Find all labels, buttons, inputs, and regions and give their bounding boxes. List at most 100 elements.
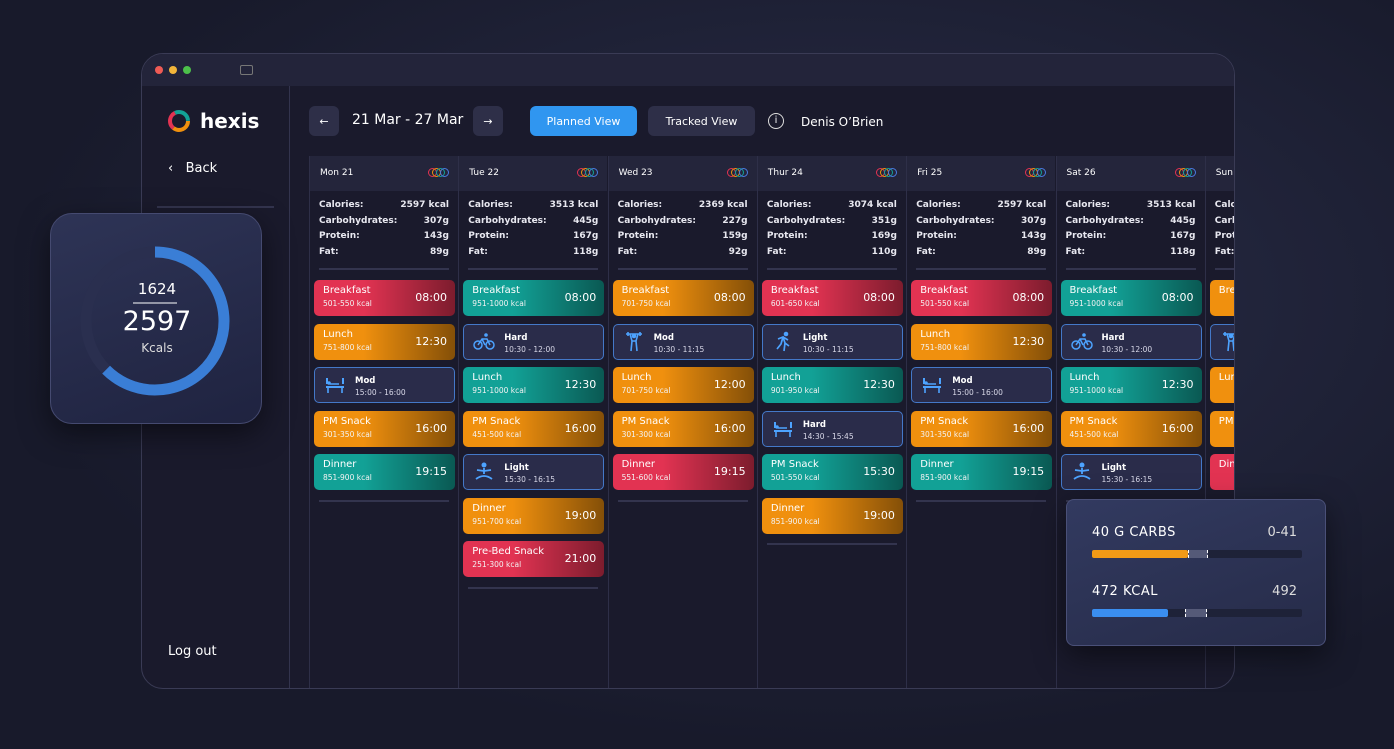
next-week[interactable]: → xyxy=(473,106,503,136)
meal-card[interactable]: PM Snack 501-550 kcal 15:30 xyxy=(761,454,903,490)
close-dot[interactable] xyxy=(155,66,163,74)
stat-row: Fat: 89g xyxy=(916,247,1046,261)
workout-intensity: Hard xyxy=(504,332,528,343)
meal-title: PM Snack xyxy=(1069,415,1118,427)
back-label[interactable]: Back xyxy=(185,161,218,176)
macro-rings xyxy=(577,168,599,178)
macro-rings xyxy=(1174,168,1196,178)
meal-card[interactable]: Dinner 951-700 kcal 19:00 xyxy=(463,497,605,534)
workout-card[interactable]: Hard 10:30 - 12:00 xyxy=(463,323,605,360)
meal-card[interactable]: Lunch xyxy=(1209,367,1234,403)
workout-icon xyxy=(776,331,790,351)
meal-card[interactable]: Lunch 951-1000 kcal 12:30 xyxy=(1060,367,1202,403)
meal-title: PM Snack xyxy=(770,459,819,470)
ring-dot xyxy=(440,168,449,177)
app-window: hexis ‹ Back Log out ← 21 Mar - 27 Mar →… xyxy=(141,53,1235,689)
meal-card[interactable]: Dinner 851-900 kcal 19:15 xyxy=(911,454,1053,490)
logout-button[interactable]: Log out xyxy=(168,644,217,659)
stat-value: 143g xyxy=(1020,231,1047,241)
meal-card[interactable]: PM Snack 451-500 kcal 16:00 xyxy=(1060,410,1202,447)
day-name: Sat 26 xyxy=(1066,168,1096,178)
meal-card[interactable]: PM Snack 301-350 kcal 16:00 xyxy=(911,410,1053,447)
stat-row: Carbohydrates: 445g xyxy=(468,216,598,230)
workout-card[interactable]: Mod 15:00 - 16:00 xyxy=(911,367,1053,403)
workout-card[interactable]: Hard 10:30 - 12:00 xyxy=(1060,323,1202,360)
back-button[interactable]: ‹ Back xyxy=(168,161,218,176)
stat-row: Carbohydrates: 445g xyxy=(1066,216,1196,230)
logo-text: hexis xyxy=(200,109,260,133)
meal-card[interactable]: Breakfast 701-750 kcal 08:00 xyxy=(612,280,754,316)
meal-card[interactable]: Lunch 751-800 kcal 12:30 xyxy=(911,323,1053,360)
info-icon[interactable]: i xyxy=(768,113,784,129)
meal-card[interactable]: Breakfast 501-550 kcal 08:00 xyxy=(314,280,455,316)
meal-time: 08:00 xyxy=(713,291,746,304)
meal-card[interactable]: Dinner xyxy=(1209,454,1234,490)
workout-card[interactable] xyxy=(1209,323,1234,360)
meal-time: 19:00 xyxy=(564,508,597,522)
meal-title: Breakfast xyxy=(621,285,670,296)
meal-card[interactable]: Lunch 951-1000 kcal 12:30 xyxy=(463,367,605,403)
stat-label: Calories: xyxy=(319,200,364,210)
day-header: Mon 21 xyxy=(310,156,458,191)
workout-icon xyxy=(475,462,493,480)
meal-card[interactable]: PM Snack 301-300 kcal 16:00 xyxy=(612,410,754,447)
meal-card[interactable]: PM Snack 451-500 kcal 16:00 xyxy=(463,410,605,447)
prev-week[interactable]: ← xyxy=(309,106,339,136)
stat-row: Calories: 2597 kcal xyxy=(916,200,1046,214)
workout-card[interactable]: Mod 10:30 - 11:15 xyxy=(612,323,754,360)
meal-title: Lunch xyxy=(920,328,951,340)
tracked-view-button[interactable]: Tracked View xyxy=(648,106,755,136)
meal-card[interactable]: Breakfast 501-550 kcal 08:00 xyxy=(911,280,1053,316)
meal-kcal: 251-300 kcal xyxy=(472,560,522,569)
stat-label: Fat: xyxy=(916,246,936,257)
kcal-target: 492 xyxy=(1272,584,1297,599)
stat-label: Calories: xyxy=(766,200,812,210)
day-header: Wed 23 xyxy=(608,156,757,191)
stat-value: 89g xyxy=(430,246,449,257)
divider xyxy=(1214,268,1234,270)
workout-time: 15:00 - 16:00 xyxy=(952,388,1003,397)
stat-label: Carbohydrates: xyxy=(766,215,846,226)
meal-card[interactable]: PM Snack 301-350 kcal 16:00 xyxy=(314,410,455,447)
meal-card[interactable]: Breakfast 951-1000 kcal 08:00 xyxy=(463,280,605,316)
workout-card[interactable]: Hard 14:30 - 15:45 xyxy=(761,410,903,447)
meal-title: Breakfast xyxy=(472,285,520,296)
meal-card[interactable]: Lunch 901-950 kcal 12:30 xyxy=(761,367,903,403)
meal-card[interactable]: Breakfast xyxy=(1209,280,1234,316)
workout-card[interactable]: Light 15:30 - 16:15 xyxy=(463,454,605,490)
meal-card[interactable]: Dinner 851-900 kcal 19:15 xyxy=(314,454,455,490)
sidebar-toggle[interactable] xyxy=(240,65,253,75)
meal-title: Dinner xyxy=(770,502,805,514)
stat-label: Calories: xyxy=(1214,200,1235,210)
meal-card[interactable]: PM Snack xyxy=(1209,410,1234,447)
meal-card[interactable]: Breakfast 601-650 kcal 08:00 xyxy=(761,280,903,316)
meal-title: Dinner xyxy=(472,502,506,514)
column-end xyxy=(766,543,897,545)
stat-label: Carbohydrates: xyxy=(916,215,995,226)
meal-kcal: 501-550 kcal xyxy=(770,473,820,482)
meal-card[interactable]: Pre-Bed Snack 251-300 kcal 21:00 xyxy=(463,541,605,577)
day-column: Tue 22 Calories: 3513 kcal Carbohydrates: 44… xyxy=(458,156,608,688)
meal-title: Breakfast xyxy=(920,285,968,296)
meal-card[interactable]: Lunch 701-750 kcal 12:00 xyxy=(612,367,754,403)
meal-time: 08:00 xyxy=(415,291,447,304)
workout-card[interactable]: Light 15:30 - 16:15 xyxy=(1060,454,1202,490)
meal-title: Lunch xyxy=(1218,372,1234,383)
workout-icon xyxy=(1222,331,1234,351)
meal-title: Lunch xyxy=(1069,372,1100,383)
maximize-dot[interactable] xyxy=(183,66,191,74)
meal-card[interactable]: Dinner 551-600 kcal 19:15 xyxy=(612,454,754,490)
planned-view-button[interactable]: Planned View xyxy=(530,106,637,136)
meal-card[interactable]: Dinner 851-900 kcal 19:00 xyxy=(761,497,903,534)
meal-card[interactable]: Lunch 751-800 kcal 12:30 xyxy=(314,323,455,360)
minimize-dot[interactable] xyxy=(169,66,177,74)
day-name: Thur 24 xyxy=(767,168,803,178)
stat-value: 118g xyxy=(1170,246,1196,257)
workout-card[interactable]: Mod 15:00 - 16:00 xyxy=(314,367,455,403)
meal-card[interactable]: Breakfast 951-1000 kcal 08:00 xyxy=(1060,280,1202,316)
stat-value: 89g xyxy=(1027,246,1047,257)
kcal-track xyxy=(1092,609,1302,617)
stat-row: Fat: 118g xyxy=(468,247,598,261)
workout-card[interactable]: Light 10:30 - 11:15 xyxy=(761,323,903,360)
column-end xyxy=(468,586,599,589)
